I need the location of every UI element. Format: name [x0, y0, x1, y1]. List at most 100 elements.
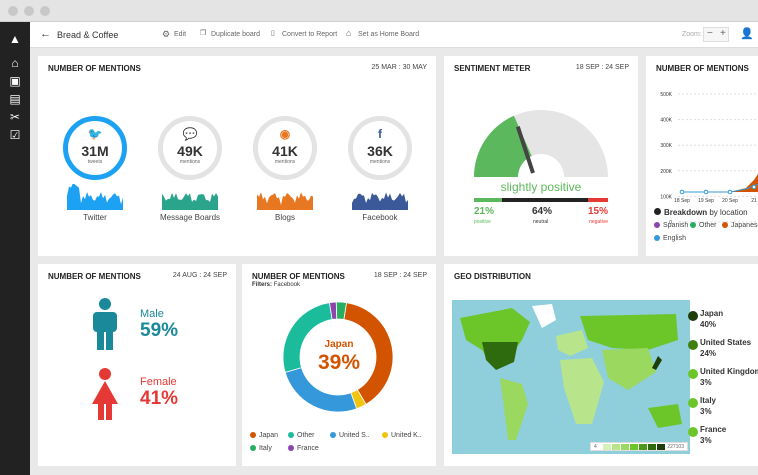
sentiment-gauge — [474, 110, 608, 177]
breakdown-rest: by location — [709, 208, 748, 217]
speech-bubble-icon: 💬 — [182, 127, 198, 141]
legend-item[interactable]: Other — [288, 432, 315, 439]
tools-icon[interactable]: ✂ — [9, 110, 21, 124]
metric-value: 41K — [272, 143, 298, 159]
duplicate-board-button[interactable]: Duplicate board — [211, 31, 261, 38]
sentiment-bar — [474, 198, 608, 202]
data-point — [703, 189, 709, 195]
scale-swatch — [621, 444, 629, 450]
filters-value[interactable]: Facebook — [273, 282, 301, 288]
donut-center-value: 39% — [317, 351, 361, 374]
filters-label: Filters: — [252, 282, 273, 288]
twitter-icon: 🐦 — [87, 127, 103, 141]
add-user-icon[interactable]: 👤 — [740, 28, 754, 40]
scale-swatch — [603, 444, 611, 450]
back-icon[interactable]: ← — [40, 28, 51, 40]
legend-item[interactable]: United K.. — [382, 432, 422, 439]
legend-item[interactable]: United S.. — [330, 432, 370, 439]
convert-to-report-button[interactable]: Convert to Report — [282, 31, 338, 38]
metric-unit: mentions — [274, 159, 296, 165]
legend-item[interactable]: Japan — [250, 432, 278, 439]
world-map[interactable] — [452, 300, 690, 454]
legend-item[interactable]: France — [288, 445, 319, 452]
report-icon: ▯ — [271, 30, 275, 37]
donut-slice-other[interactable] — [282, 302, 333, 373]
x-tick-label: 18 Sep — [674, 198, 690, 204]
date-range: 18 SEP : 24 SEP — [575, 64, 629, 71]
sentiment-meter-panel: SENTIMENT METER 18 SEP : 24 SEP slightly… — [444, 56, 638, 256]
date-range: 25 MAR : 30 MAY — [371, 64, 427, 71]
legend-label: Japan — [259, 432, 279, 439]
source-label: Message Boards — [159, 213, 221, 222]
source-metric-circle: f 36K mentions — [348, 116, 412, 180]
layout-icon[interactable]: ▣ — [9, 74, 21, 88]
zoom-out-button[interactable]: − — [707, 28, 713, 39]
sentiment-bar-positive — [474, 198, 503, 202]
legend-label: Other — [699, 222, 717, 229]
negative-label: negative — [589, 219, 608, 225]
gauge-needle — [515, 125, 535, 174]
zoom-in-button[interactable]: + — [720, 28, 726, 39]
sparkline — [162, 192, 218, 210]
legend-swatch — [688, 311, 698, 321]
legend-swatch — [288, 432, 294, 439]
home-icon: ⌂ — [346, 28, 352, 38]
donut-center-label: Japan — [324, 339, 354, 350]
legend-item[interactable]: Japanese — [722, 222, 758, 229]
mentions-line-chart: 500K 400K 300K 200K 100K 0 18 Sep 19 Sep 20 Sep 2… — [660, 92, 758, 226]
panel-title: GEO DISTRIBUTION — [454, 272, 531, 281]
y-tick-label: 100K — [660, 194, 672, 200]
set-home-board-button[interactable]: Set as Home Board — [358, 31, 420, 38]
legend-item[interactable]: English — [654, 235, 686, 242]
legend-swatch — [288, 445, 294, 452]
country-donut-chart — [282, 301, 394, 413]
x-tick-label: 21 — [751, 198, 757, 204]
scale-max: 227103 — [667, 444, 684, 450]
window-titlebar — [0, 0, 758, 22]
legend-swatch — [250, 432, 256, 439]
duplicate-icon: ❐ — [200, 30, 207, 37]
map-scale: 4 227103 — [590, 442, 688, 451]
warning-logo-icon[interactable]: ▲ — [9, 32, 21, 46]
metric-unit: mentions — [179, 159, 201, 165]
zoom-label: Zoom: — [682, 31, 702, 38]
y-tick-label: 300K — [660, 143, 672, 149]
legend-swatch — [688, 340, 698, 350]
metric-value: 31M — [81, 143, 109, 159]
sparkline — [67, 184, 123, 210]
female-label: Female — [140, 376, 177, 388]
x-tick-label: 19 Sep — [698, 198, 714, 204]
home-icon[interactable]: ⌂ — [11, 56, 19, 70]
legend-item[interactable]: Italy — [250, 445, 272, 452]
geo-legend-item: United Kingdom 3% — [688, 367, 758, 387]
source-label: Facebook — [362, 213, 398, 222]
source-metric-circle: ◉ 41K mentions — [253, 116, 317, 180]
report-icon[interactable]: ▤ — [9, 92, 21, 106]
sentiment-bar-neutral — [502, 198, 588, 202]
legend-item[interactable]: Spanish — [654, 222, 688, 229]
legend-label: Japanese — [731, 222, 758, 229]
male-icon — [93, 298, 117, 350]
source-label: Twitter — [83, 213, 107, 222]
tasks-icon[interactable]: ☑ — [9, 128, 21, 142]
legend-swatch — [690, 222, 696, 229]
y-tick-label: 400K — [660, 118, 672, 124]
board-title: Bread & Coffee — [57, 30, 119, 40]
legend-label: Other — [297, 432, 315, 439]
legend-label: Spanish — [663, 222, 689, 229]
close-window-button[interactable] — [8, 6, 18, 16]
minimize-window-button[interactable] — [24, 6, 34, 16]
edit-button[interactable]: Edit — [174, 31, 187, 38]
country-name: Italy — [700, 396, 717, 405]
x-tick-label: 20 Sep — [722, 198, 738, 204]
country-name: France — [700, 425, 727, 434]
country-percent: 40% — [700, 320, 717, 329]
legend-swatch — [654, 222, 660, 229]
panel-title: NUMBER OF MENTIONS — [48, 64, 141, 73]
maximize-window-button[interactable] — [40, 6, 50, 16]
legend-item[interactable]: Other — [690, 222, 717, 229]
toolbar: ← Bread & Coffee ⚙ Edit ❐ Duplicate boar… — [30, 22, 758, 48]
legend-swatch — [250, 445, 256, 452]
series-japanese — [730, 174, 758, 192]
sparkline — [257, 192, 313, 210]
